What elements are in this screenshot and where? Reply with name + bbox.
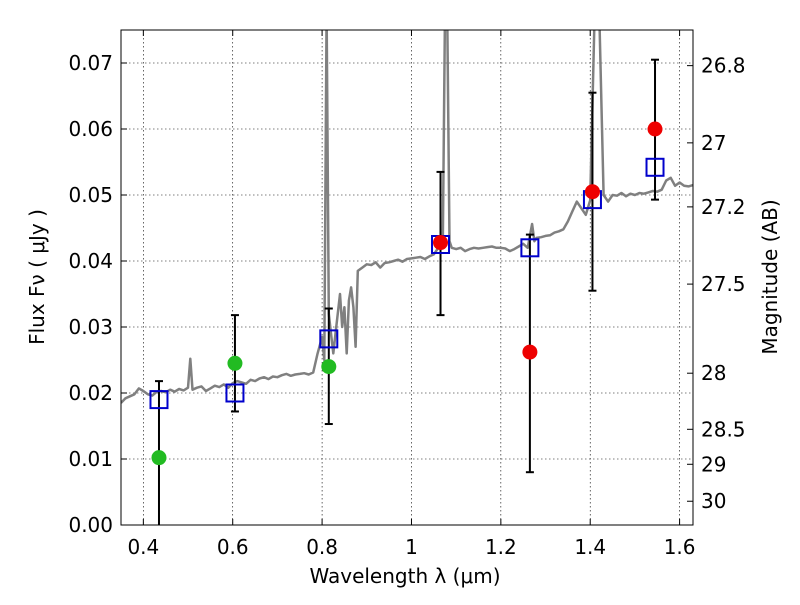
x-tick-label: 1.6 xyxy=(664,535,696,559)
y-tick-label: 0.00 xyxy=(68,513,113,537)
y-tick-label: 0.02 xyxy=(68,381,113,405)
grid-layer xyxy=(121,30,693,525)
observed-point xyxy=(433,235,449,251)
plot-frame xyxy=(120,29,694,526)
model-square-point xyxy=(149,390,169,410)
mag-tick-label: 30 xyxy=(701,489,726,513)
y-tick-label: 0.03 xyxy=(68,315,113,339)
mag-tick-label: 28 xyxy=(701,361,726,385)
observed-point xyxy=(647,121,663,137)
observed-point xyxy=(321,359,337,375)
model-square-point xyxy=(520,238,540,258)
spectrum-line xyxy=(121,30,693,404)
errorbar-layer xyxy=(149,58,665,525)
observed-point xyxy=(151,450,167,466)
mag-tick-label: 27 xyxy=(701,131,726,155)
x-tick-label: 1 xyxy=(405,535,418,559)
x-tick-label: 1.4 xyxy=(574,535,606,559)
observed-point xyxy=(584,184,600,200)
mag-tick-label: 26.8 xyxy=(701,54,746,78)
x-tick-label: 0.6 xyxy=(217,535,249,559)
model-square-point xyxy=(225,383,245,403)
axis-layer: 0.4 0.6 0.8 1 1.2 1.4 1.6 0.00 0.01 0.02 0.03 0.04 0… xyxy=(68,30,746,559)
x-tick-label: 1.2 xyxy=(485,535,517,559)
data-layer xyxy=(121,30,693,404)
y-tick-label: 0.04 xyxy=(68,249,113,273)
mag-tick-label: 29 xyxy=(701,452,726,476)
y-tick-label: 0.05 xyxy=(68,183,113,207)
x-tick-label: 0.8 xyxy=(306,535,338,559)
right-axis-title: Magnitude (AB) xyxy=(758,199,782,354)
mag-tick-label: 27.2 xyxy=(701,195,746,219)
y-tick-label: 0.01 xyxy=(68,447,113,471)
y-tick-label: 0.07 xyxy=(68,51,113,75)
x-tick-label: 0.4 xyxy=(127,535,159,559)
model-square-point xyxy=(319,329,339,349)
observed-point xyxy=(227,355,243,371)
mag-tick-label: 27.5 xyxy=(701,272,746,296)
model-square-point xyxy=(645,157,665,177)
mag-tick-label: 28.5 xyxy=(701,417,746,441)
x-axis-title: Wavelength λ (μm) xyxy=(309,564,500,588)
y-tick-label: 0.06 xyxy=(68,117,113,141)
y-axis-title: Flux Fν ( μJy ) xyxy=(25,209,49,345)
observed-point xyxy=(522,344,538,360)
